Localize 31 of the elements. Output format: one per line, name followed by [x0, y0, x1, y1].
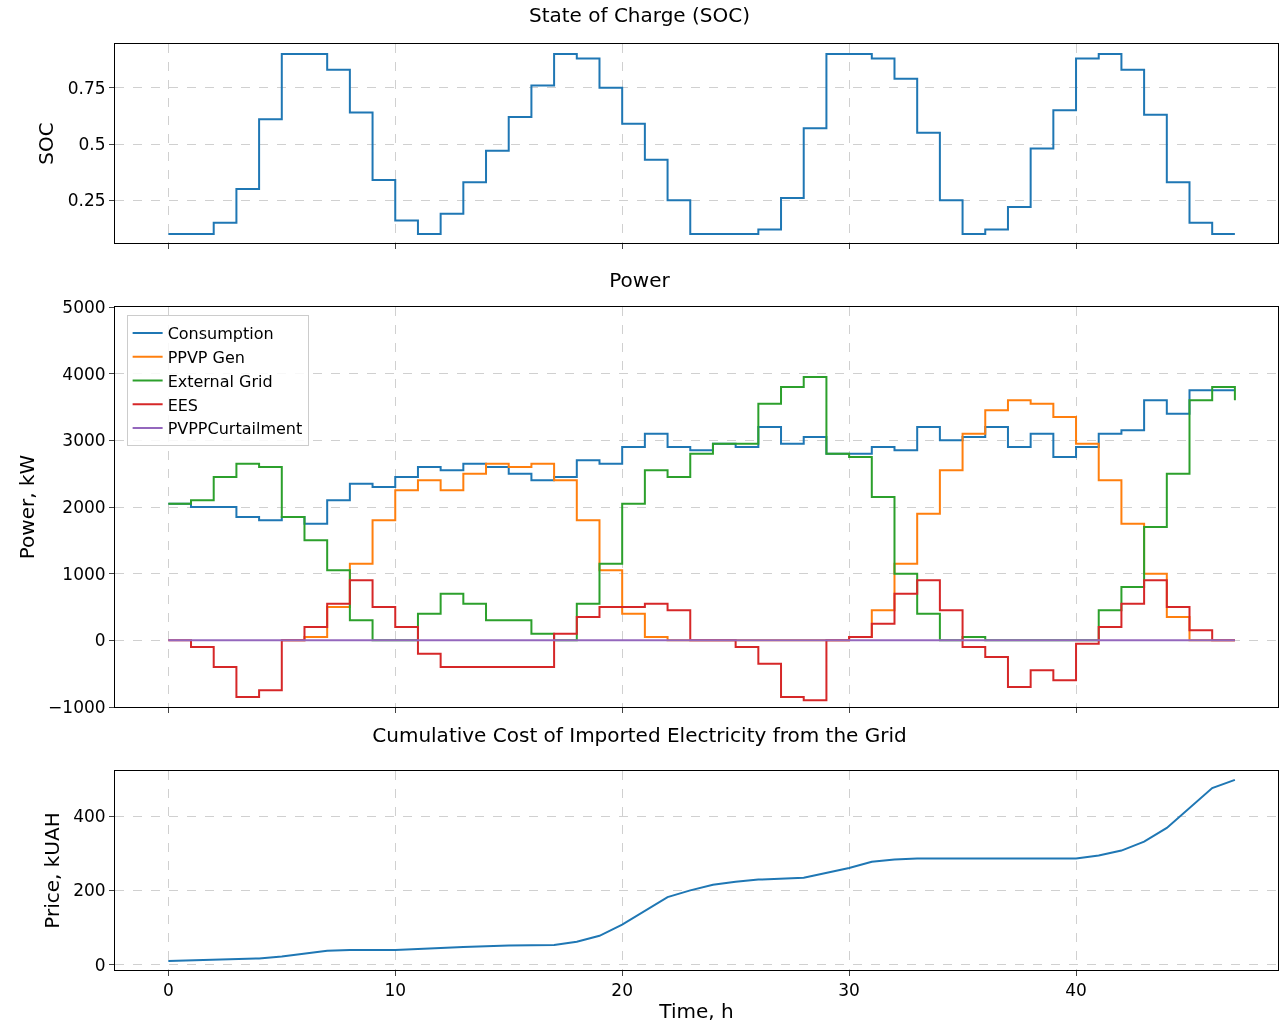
- chart-title: Cumulative Cost of Imported Electricity from the Grid: [372, 723, 907, 747]
- x-tick-label: 30: [838, 980, 860, 1001]
- chart-title: Power: [609, 268, 671, 292]
- legend-label: PVPPCurtailment: [167, 419, 303, 439]
- y-tick-label: 0.5: [78, 134, 106, 155]
- y-axis-title: SOC: [34, 122, 59, 165]
- line-series: [167, 778, 1236, 963]
- y-tick-label: 1000: [62, 563, 106, 584]
- y-tick-label: 2000: [62, 496, 106, 517]
- legend-label: Consumption: [167, 324, 274, 344]
- y-tick-label: 0.25: [67, 190, 106, 211]
- y-tick-label: 0: [94, 630, 106, 651]
- y-tick-label: 0.75: [67, 77, 106, 98]
- x-tick-label: 20: [611, 980, 633, 1001]
- y-tick-label: −1000: [48, 696, 106, 717]
- y-tick-label: 400: [73, 805, 106, 826]
- y-tick-label: 3000: [62, 430, 106, 451]
- x-axis-title: Time, h: [658, 998, 734, 1023]
- x-tick-label: 10: [384, 980, 407, 1001]
- y-tick-label: 200: [73, 880, 106, 901]
- y-axis-title: Power, kW: [14, 454, 39, 560]
- y-axis-title: Price, kUAH: [39, 812, 64, 929]
- chart-title: State of Charge (SOC): [528, 3, 751, 27]
- legend-label: PPVP Gen: [167, 347, 245, 367]
- y-tick-label: 0: [94, 954, 106, 975]
- x-tick-label: 0: [162, 980, 174, 1001]
- y-tick-label: 5000: [62, 296, 106, 317]
- legend-label: EES: [167, 395, 199, 415]
- legend-label: External Grid: [167, 371, 273, 391]
- x-tick-label: 40: [1065, 980, 1087, 1001]
- y-tick-label: 4000: [62, 363, 106, 384]
